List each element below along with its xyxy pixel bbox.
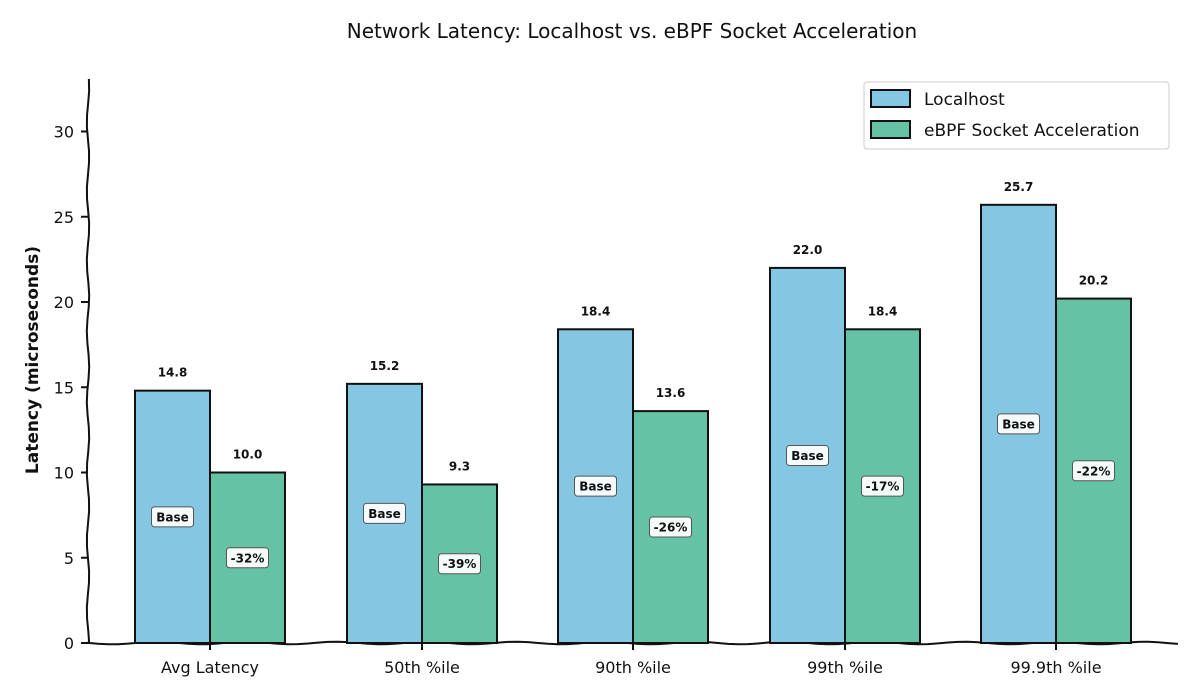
x-tick-label: 50th %ile — [384, 658, 460, 677]
bar-annotation-label: Base — [579, 480, 612, 494]
bar-annotation-label: -22% — [1077, 464, 1111, 478]
y-tick-label: 10 — [54, 464, 74, 483]
x-tick-label: 99.9th %ile — [1010, 658, 1101, 677]
bar-value-label: 15.2 — [370, 359, 400, 373]
bar-annotation-label: -32% — [231, 551, 265, 565]
legend-swatch — [870, 120, 911, 139]
bar-annotation-label: -17% — [866, 480, 900, 494]
bar-value-label: 9.3 — [449, 459, 470, 473]
bar-value-label: 22.0 — [793, 243, 823, 257]
bar-value-label: 14.8 — [158, 366, 188, 380]
bar-annotation-box — [1072, 460, 1115, 482]
legend-swatch — [870, 89, 911, 108]
y-tick-label: 25 — [54, 208, 74, 227]
y-tick-label: 15 — [54, 378, 74, 397]
bar-annotation-box — [861, 475, 904, 497]
bar-value-label: 13.6 — [656, 386, 686, 400]
bar-annotation-label: -26% — [654, 521, 688, 535]
legend: Localhost eBPF Socket Acceleration — [863, 81, 1170, 150]
legend-frame — [863, 81, 1170, 150]
y-tick-label: 30 — [54, 123, 74, 142]
bar-annotation-box — [786, 444, 829, 466]
x-tick-label: 99th %ile — [807, 658, 883, 677]
bar-annotation-box — [438, 553, 481, 575]
bar-value-label: 10.0 — [233, 448, 263, 462]
bar-annotation-box — [997, 413, 1040, 435]
y-tick-label: 0 — [64, 634, 74, 653]
bar-annotation-label: Base — [1002, 417, 1035, 431]
bar-annotation-box — [649, 516, 692, 538]
bar-value-label: 18.4 — [581, 304, 611, 318]
y-tick-label: 5 — [64, 549, 74, 568]
bar-value-label: 18.4 — [868, 304, 898, 318]
bar-annotation-box — [226, 547, 269, 569]
bar-annotation-label: Base — [791, 449, 824, 463]
bar-annotation-label: Base — [368, 507, 401, 521]
legend-label: Localhost — [924, 90, 1005, 110]
bar-annotation-label: -39% — [443, 557, 477, 571]
y-tick-label: 20 — [54, 293, 74, 312]
bar-annotation-label: Base — [156, 510, 189, 524]
bar-annotation-box — [574, 475, 617, 497]
y-axis-label: Latency (microseconds) — [23, 246, 43, 474]
y-axis-line — [85, 78, 91, 644]
legend-label: eBPF Socket Acceleration — [924, 121, 1140, 141]
x-tick-label: Avg Latency — [161, 658, 259, 677]
bar-value-label: 25.7 — [1004, 180, 1034, 194]
bar-value-label: 20.2 — [1079, 274, 1109, 288]
bar-annotation-box — [363, 502, 406, 524]
x-tick-label: 90th %ile — [595, 658, 671, 677]
chart-title: Network Latency: Localhost vs. eBPF Sock… — [347, 19, 917, 43]
bar-annotation-box — [151, 506, 194, 528]
plot-area: 0 5 10 15 20 25 30 14.8 Base 15.2 Base 18.4 Base 22.0… — [54, 78, 1179, 677]
